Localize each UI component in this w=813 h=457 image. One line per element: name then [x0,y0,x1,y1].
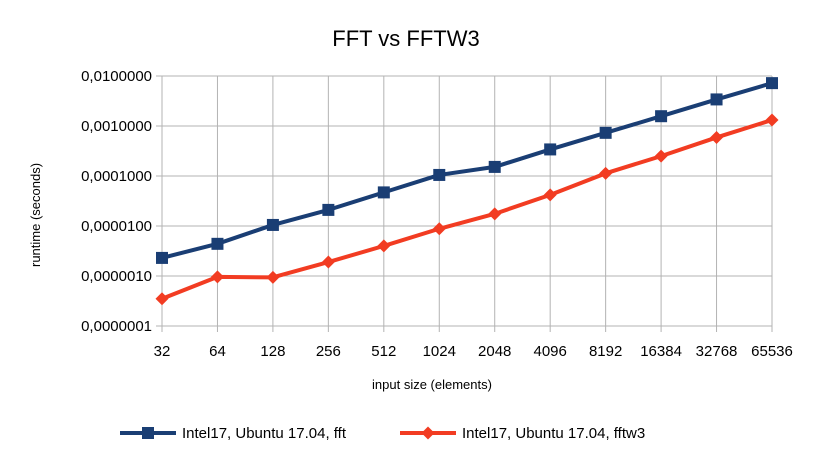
x-tick-label: 8192 [589,343,622,360]
x-tick-label: 256 [316,343,341,360]
y-axis-label: runtime (seconds) [28,163,43,267]
x-axis-label: input size (elements) [372,377,492,392]
data-point [377,186,390,199]
legend-item: Intel17, Ubuntu 17.04, fftw3 [400,425,645,442]
data-point [266,270,280,284]
data-point [155,292,169,306]
data-point [433,168,446,181]
data-point [599,126,612,139]
data-point [156,251,168,264]
x-tick-label: 128 [260,343,285,360]
data-point [544,143,557,156]
x-tick-label: 32 [154,343,171,360]
y-tick-label: 0,0100000 [81,68,152,85]
legend-marker [142,427,154,439]
data-point [710,130,724,144]
series-line [161,81,773,260]
data-point [766,77,778,90]
data-point [377,239,391,253]
x-tick-label: 32768 [696,343,738,360]
data-point [599,166,613,180]
y-axis-ticks: 0,0000001 0,0000010 0,0000100 0,0001000 0,00… [81,68,152,335]
data-point [488,160,501,173]
data-point [488,207,502,221]
y-tick-label: 0,0000001 [81,318,152,335]
data-point [654,149,668,163]
data-point [543,188,557,202]
x-axis-ticks: 32 64 128 256 512 1024 2048 4096 8192 16384 32768 6… [154,343,793,360]
x-tick-label: 4096 [533,343,566,360]
legend-marker [421,426,435,440]
data-point [710,93,723,106]
x-tick-label: 2048 [478,343,511,360]
legend: Intel17, Ubuntu 17.04, fft Intel17, Ubunt… [120,425,645,442]
y-tick-label: 0,0000010 [81,268,152,285]
data-point [211,237,224,250]
y-tick-label: 0,0010000 [81,118,152,135]
data-point [266,218,279,231]
x-tick-label: 1024 [423,343,456,360]
x-tick-label: 64 [209,343,226,360]
series-2 [155,113,779,306]
series-layer [155,77,779,306]
y-tick-label: 0,0000100 [81,218,152,235]
x-tick-label: 16384 [640,343,682,360]
data-point [432,222,446,236]
chart-title: FFT vs FFTW3 [332,26,479,51]
data-point [765,113,779,127]
legend-item: Intel17, Ubuntu 17.04, fft [120,425,347,442]
legend-label: Intel17, Ubuntu 17.04, fftw3 [462,425,645,442]
data-point [322,203,335,216]
data-point [210,270,224,284]
data-point [655,110,668,123]
x-tick-label: 65536 [751,343,793,360]
legend-label: Intel17, Ubuntu 17.04, fft [182,425,347,442]
series-line [161,118,773,301]
data-point [321,255,335,269]
series-1 [156,77,778,264]
grid-lines [156,75,773,332]
x-tick-label: 512 [371,343,396,360]
y-tick-label: 0,0001000 [81,168,152,185]
